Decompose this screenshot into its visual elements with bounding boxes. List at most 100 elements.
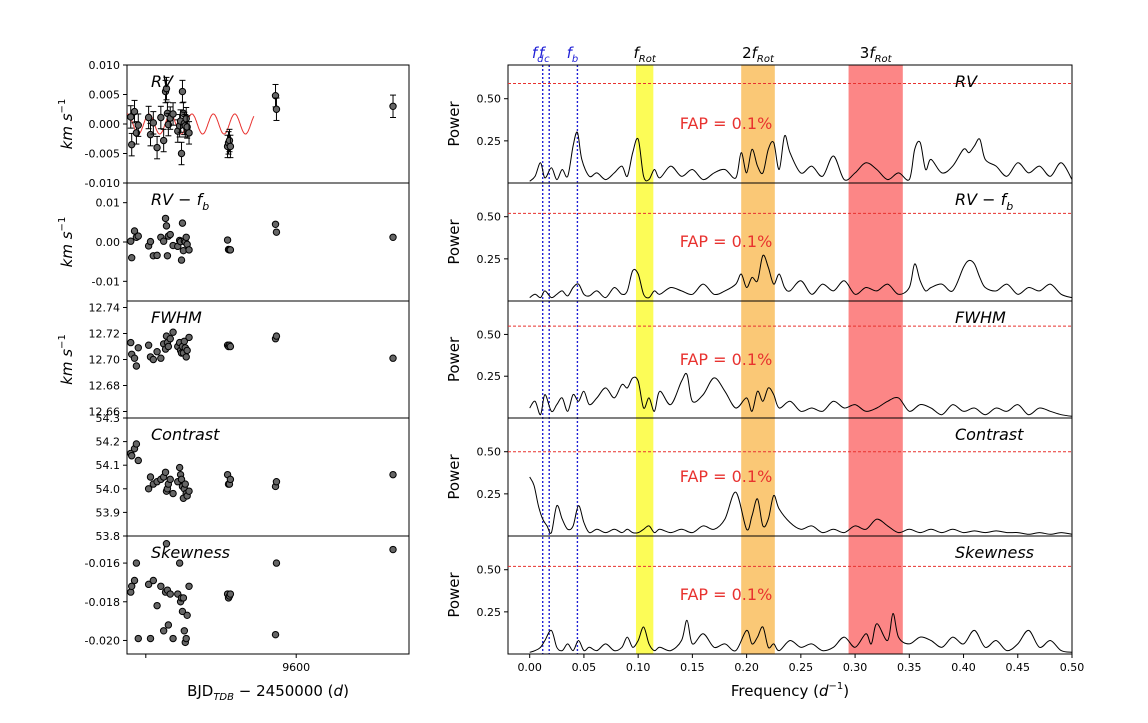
ts-point bbox=[166, 475, 174, 484]
ts-point bbox=[272, 559, 281, 567]
pg-panel-label-main: RV bbox=[955, 72, 978, 91]
periodogram-line bbox=[529, 372, 1073, 417]
ts-ytick-label: 12.68 bbox=[89, 380, 121, 393]
ts-point bbox=[164, 342, 173, 351]
ts-point bbox=[169, 489, 177, 498]
ts-point bbox=[163, 252, 172, 260]
ts-point bbox=[128, 452, 136, 460]
rotation-band-label-sub: Rot bbox=[639, 54, 657, 65]
rotation-band-label-prefix: 2 bbox=[742, 44, 752, 62]
rotation-band-label: fRot bbox=[634, 44, 657, 65]
ts-point bbox=[134, 232, 142, 240]
pg-ylabel: Power bbox=[445, 336, 463, 382]
ts-point bbox=[182, 353, 190, 361]
ts-point bbox=[159, 136, 168, 145]
periodogram-line bbox=[529, 612, 1073, 653]
fap-label: FAP = 0.1% bbox=[680, 232, 773, 251]
pg-ytick-label: 0.50 bbox=[477, 93, 502, 106]
ts-point bbox=[162, 84, 171, 93]
ts-point bbox=[134, 344, 142, 352]
ts-point bbox=[226, 475, 235, 484]
ts-point bbox=[226, 142, 235, 151]
pg-panel-label: RV − fb bbox=[955, 190, 1013, 213]
ts-point bbox=[159, 627, 168, 635]
ts-point bbox=[183, 611, 191, 620]
ts-point bbox=[134, 634, 142, 643]
planet-line-label-sub: c bbox=[544, 54, 550, 65]
ts-point bbox=[169, 110, 177, 118]
ts-ytick-label: -0.01 bbox=[92, 275, 120, 288]
rotation-band-3 bbox=[848, 65, 903, 654]
pg-ytick-label: 0.25 bbox=[477, 488, 502, 501]
planet-line-label-main: f bbox=[532, 44, 540, 62]
ts-point bbox=[185, 582, 193, 590]
ts-panel-label: FWHM bbox=[151, 308, 202, 327]
ts-point bbox=[127, 338, 135, 347]
ts-point bbox=[128, 140, 136, 149]
ts-ylabel: km s−1 bbox=[57, 99, 76, 150]
ts-ytick-label: 53.8 bbox=[96, 530, 121, 543]
ts-ytick-label: 54.1 bbox=[96, 459, 121, 472]
ts-point bbox=[134, 456, 142, 465]
ts-point bbox=[144, 113, 153, 122]
ts-point bbox=[271, 630, 280, 639]
ts-point bbox=[162, 222, 171, 230]
ts-point bbox=[389, 102, 397, 111]
ts-panel-label: Contrast bbox=[151, 425, 220, 444]
ts-xlabel-rest: − 2450000 ( bbox=[234, 682, 334, 700]
pg-ytick-label: 0.50 bbox=[477, 328, 502, 341]
ts-point bbox=[185, 333, 193, 342]
rotation-band-label-main: f bbox=[634, 44, 642, 62]
pg-xlabel-sup: −1 bbox=[829, 681, 844, 692]
ts-point bbox=[128, 582, 136, 590]
ts-point bbox=[164, 621, 173, 629]
ts-point bbox=[175, 559, 184, 567]
ts-point bbox=[127, 237, 135, 245]
ts-point bbox=[157, 354, 165, 362]
ts-xtick-label: 9600 bbox=[282, 661, 310, 674]
ts-point bbox=[159, 237, 168, 245]
ts-xlabel: BJDTDB − 2450000 (d) bbox=[187, 682, 349, 703]
pg-xlabel-close: ) bbox=[843, 682, 849, 700]
ts-ytick-label: -0.010 bbox=[85, 177, 120, 190]
pg-ylabel: Power bbox=[445, 571, 463, 617]
pg-xtick-label: 0.40 bbox=[951, 661, 976, 674]
ts-point bbox=[169, 634, 177, 643]
ts-point bbox=[271, 91, 280, 100]
ts-frame bbox=[126, 535, 410, 655]
ts-ytick-label: 0.010 bbox=[89, 59, 121, 72]
ts-point bbox=[153, 348, 161, 356]
ts-xlabel-unit: d bbox=[334, 682, 344, 700]
periodogram-line bbox=[529, 131, 1073, 182]
pg-ytick-label: 0.25 bbox=[477, 370, 502, 383]
ts-point bbox=[149, 355, 158, 364]
rotation-band-label-prefix: 3 bbox=[860, 44, 870, 62]
ts-ylabel-sup: −1 bbox=[57, 217, 68, 232]
ts-ytick-label: 53.9 bbox=[96, 506, 121, 519]
ts-point bbox=[182, 634, 190, 643]
ts-point bbox=[178, 219, 187, 227]
ts-point bbox=[175, 463, 184, 472]
pg-ytick-label: 0.25 bbox=[477, 253, 502, 266]
ts-point bbox=[149, 576, 158, 585]
ts-panel-label-main: Skewness bbox=[151, 543, 230, 562]
ts-point bbox=[271, 220, 280, 229]
ts-point bbox=[161, 468, 170, 476]
pg-panel-label-main: Contrast bbox=[955, 425, 1024, 444]
fap-label: FAP = 0.1% bbox=[680, 114, 773, 133]
ts-point bbox=[144, 580, 153, 589]
ts-point bbox=[157, 113, 165, 122]
ts-point bbox=[161, 214, 170, 223]
ts-point bbox=[146, 237, 155, 246]
ts-point bbox=[144, 341, 153, 349]
pg-xlabel-unit: d bbox=[819, 682, 829, 700]
ts-panel-label: RV − fb bbox=[151, 190, 209, 213]
ts-point bbox=[179, 594, 188, 602]
ts-point bbox=[178, 607, 187, 616]
ts-xlabel-close: ) bbox=[343, 682, 349, 700]
ts-point bbox=[223, 236, 232, 244]
pg-xtick-label: 0.45 bbox=[1006, 661, 1031, 674]
ts-panel-label-main: Contrast bbox=[151, 425, 220, 444]
ts-ytick-label: 54.2 bbox=[96, 436, 121, 449]
rotation-band-2 bbox=[741, 65, 775, 654]
